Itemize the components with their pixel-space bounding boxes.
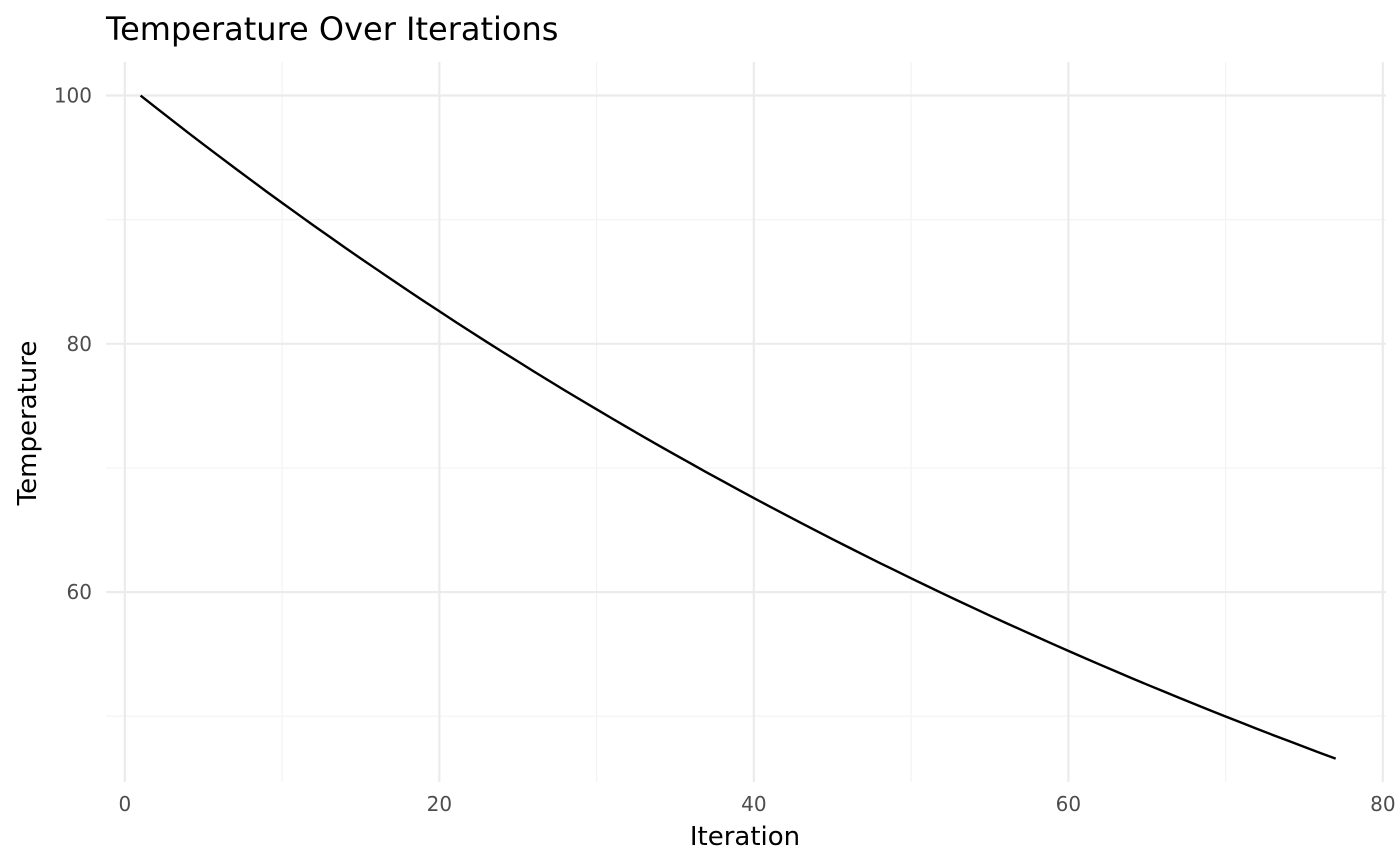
x-tick-label: 40 (741, 792, 766, 816)
x-tick-label: 60 (1056, 792, 1081, 816)
y-axis-title: Temperature (13, 341, 43, 507)
y-tick-label: 80 (67, 332, 92, 356)
temperature-series-line (139, 94, 1337, 760)
x-axis-title: Iteration (690, 822, 800, 852)
y-tick-label: 60 (67, 580, 92, 604)
y-tick-label: 100 (54, 84, 92, 108)
grid-layer (106, 62, 1386, 782)
chart-title: Temperature Over Iterations (105, 10, 558, 48)
series-layer (139, 94, 1337, 760)
x-tick-label: 80 (1370, 792, 1395, 816)
x-tick-label: 0 (119, 792, 132, 816)
tick-label-layer: 0 20 40 60 80 60 80 100 (54, 84, 1396, 816)
x-tick-label: 20 (427, 792, 452, 816)
